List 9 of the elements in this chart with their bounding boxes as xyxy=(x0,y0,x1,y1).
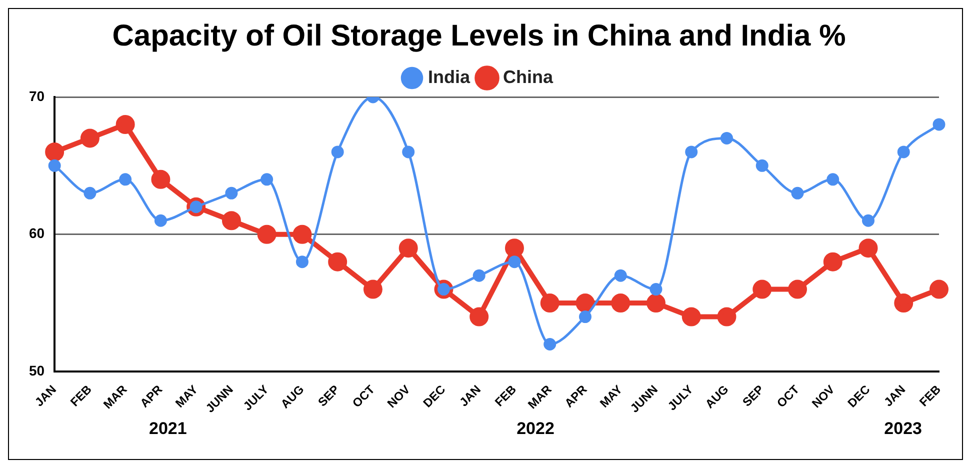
chart-title: Capacity of Oil Storage Levels in China and India % xyxy=(112,19,846,52)
text: 2022 xyxy=(516,419,554,439)
y-tick-label: 50 xyxy=(28,362,45,379)
legend-label: China xyxy=(503,66,554,87)
text: 2023 xyxy=(884,419,922,439)
text: 2021 xyxy=(149,419,187,439)
legend-label: India xyxy=(428,66,471,87)
y-tick-label: 60 xyxy=(28,225,45,242)
y-tick-label: 70 xyxy=(28,88,45,104)
